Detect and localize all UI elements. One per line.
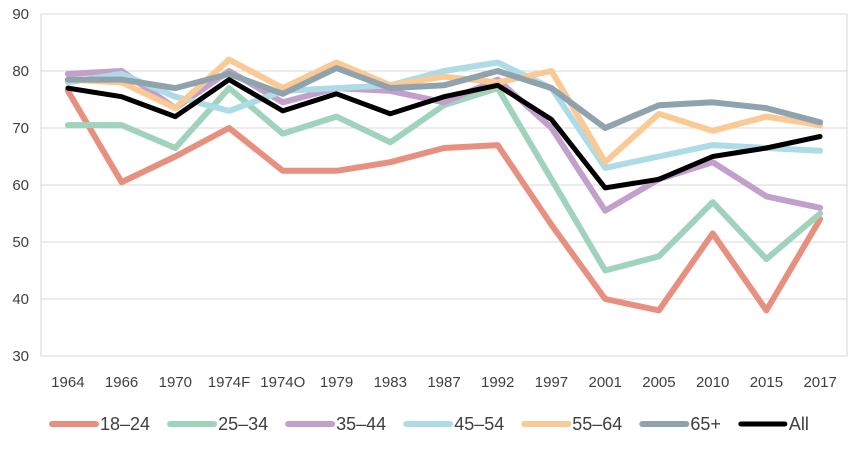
y-axis: 30 40 50 60 70 80 90 [12, 6, 29, 365]
x-tick-label: 1997 [535, 374, 568, 391]
x-tick-label: 1979 [320, 374, 353, 391]
legend-item: 55–64 [521, 414, 622, 434]
y-tick-label: 50 [12, 234, 29, 251]
x-tick-label: 1966 [105, 374, 138, 391]
series-line-0 [64, 87, 824, 314]
legend-label: 35–44 [336, 414, 386, 434]
y-tick-label: 60 [12, 177, 29, 194]
legend-item: 45–54 [403, 414, 504, 434]
y-tick-label: 80 [12, 63, 29, 80]
legend-label: 18–24 [100, 414, 150, 434]
x-tick-label: 1992 [481, 374, 514, 391]
legend-label: All [789, 414, 809, 434]
legend-item: 25–34 [167, 414, 268, 434]
legend-label: 25–34 [218, 414, 268, 434]
y-tick-label: 40 [12, 291, 29, 308]
y-tick-label: 70 [12, 120, 29, 137]
x-tick-label: 1970 [159, 374, 192, 391]
x-tick-label: 2017 [803, 374, 836, 391]
x-tick-label: 1983 [374, 374, 407, 391]
legend-label: 55–64 [572, 414, 622, 434]
series-line-6 [65, 77, 823, 191]
legend-item: 18–24 [49, 414, 150, 434]
y-tick-label: 90 [12, 6, 29, 23]
y-tick-label: 30 [12, 348, 29, 365]
legend-label: 45–54 [454, 414, 504, 434]
gridlines [40, 13, 848, 357]
x-tick-label: 2015 [750, 374, 783, 391]
legend-item: 35–44 [285, 414, 386, 434]
x-tick-label: 1974O [260, 374, 305, 391]
x-tick-label: 2001 [589, 374, 622, 391]
x-tick-label: 2005 [642, 374, 675, 391]
x-tick-label: 1964 [51, 374, 84, 391]
legend-item: All [738, 414, 809, 434]
series-line-5 [64, 65, 824, 131]
series-lines [64, 56, 824, 314]
legend-label: 65+ [690, 414, 721, 434]
x-tick-label: 2010 [696, 374, 729, 391]
legend: 18–24 25–34 35–44 45–54 55–64 65+ All [49, 414, 809, 434]
x-axis: 1964 1966 1970 1974F 1974O 1979 1983 1987 1992 19… [51, 374, 837, 391]
series-line-4 [64, 56, 824, 166]
x-tick-label: 1987 [427, 374, 460, 391]
legend-item: 65+ [639, 414, 721, 434]
x-tick-label: 1974F [208, 374, 251, 391]
